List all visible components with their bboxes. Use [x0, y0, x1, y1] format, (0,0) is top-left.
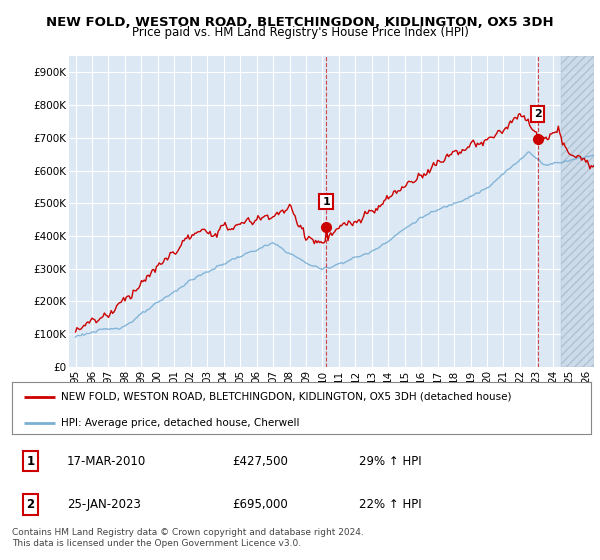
Bar [561, 56, 594, 367]
Text: 1: 1 [26, 455, 35, 468]
Text: 29% ↑ HPI: 29% ↑ HPI [359, 455, 422, 468]
Text: 25-JAN-2023: 25-JAN-2023 [67, 498, 141, 511]
Text: £427,500: £427,500 [232, 455, 288, 468]
Text: HPI: Average price, detached house, Cherwell: HPI: Average price, detached house, Cher… [61, 418, 300, 428]
Text: £695,000: £695,000 [232, 498, 288, 511]
Text: NEW FOLD, WESTON ROAD, BLETCHINGDON, KIDLINGTON, OX5 3DH (detached house): NEW FOLD, WESTON ROAD, BLETCHINGDON, KID… [61, 392, 512, 402]
Text: 17-MAR-2010: 17-MAR-2010 [67, 455, 146, 468]
Text: 1: 1 [322, 197, 330, 207]
Text: 2: 2 [533, 109, 541, 119]
Text: Contains HM Land Registry data © Crown copyright and database right 2024.
This d: Contains HM Land Registry data © Crown c… [12, 528, 364, 548]
Text: 2: 2 [26, 498, 35, 511]
Text: NEW FOLD, WESTON ROAD, BLETCHINGDON, KIDLINGTON, OX5 3DH: NEW FOLD, WESTON ROAD, BLETCHINGDON, KID… [46, 16, 554, 29]
Text: Price paid vs. HM Land Registry's House Price Index (HPI): Price paid vs. HM Land Registry's House … [131, 26, 469, 39]
Text: 22% ↑ HPI: 22% ↑ HPI [359, 498, 422, 511]
